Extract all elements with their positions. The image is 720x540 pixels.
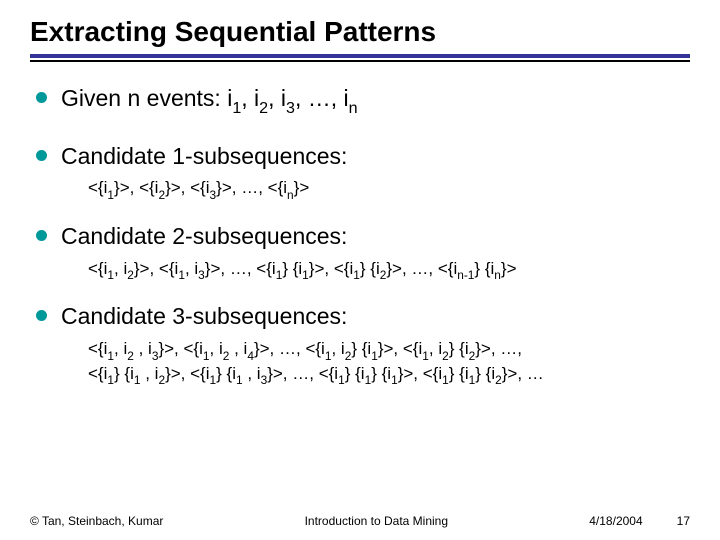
bullet-subtext: <{i1, i2 , i3}>, <{i1, i2 , i4}>, …, <{i…: [88, 338, 690, 387]
bullet-icon: [36, 230, 47, 241]
title-divider-thin: [30, 60, 690, 62]
bullet-text: Candidate 3-subsequences:: [61, 302, 347, 332]
slide-footer: © Tan, Steinbach, Kumar Introduction to …: [30, 514, 690, 528]
slide-title: Extracting Sequential Patterns: [30, 16, 690, 48]
bullet-item: Candidate 2-subsequences:: [36, 222, 690, 252]
slide-content: Given n events: i1, i2, i3, …, in Candid…: [30, 84, 690, 387]
footer-copyright: © Tan, Steinbach, Kumar: [30, 514, 163, 528]
bullet-icon: [36, 92, 47, 103]
bullet-text: Candidate 2-subsequences:: [61, 222, 347, 252]
bullet-icon: [36, 310, 47, 321]
bullet-item: Candidate 3-subsequences:: [36, 302, 690, 332]
bullet-item: Candidate 1-subsequences:: [36, 142, 690, 172]
bullet-text: Given n events: i1, i2, i3, …, in: [61, 84, 358, 118]
footer-page: 17: [677, 514, 690, 528]
bullet-text: Candidate 1-subsequences:: [61, 142, 347, 172]
footer-date: 4/18/2004: [589, 514, 642, 528]
bullet-icon: [36, 150, 47, 161]
bullet-item: Given n events: i1, i2, i3, …, in: [36, 84, 690, 118]
bullet-subtext: <{i1}>, <{i2}>, <{i3}>, …, <{in}>: [88, 177, 690, 201]
bullet-subtext: <{i1, i2}>, <{i1, i3}>, …, <{i1} {i1}>, …: [88, 258, 690, 282]
title-divider-thick: [30, 54, 690, 58]
footer-title: Introduction to Data Mining: [305, 514, 448, 528]
